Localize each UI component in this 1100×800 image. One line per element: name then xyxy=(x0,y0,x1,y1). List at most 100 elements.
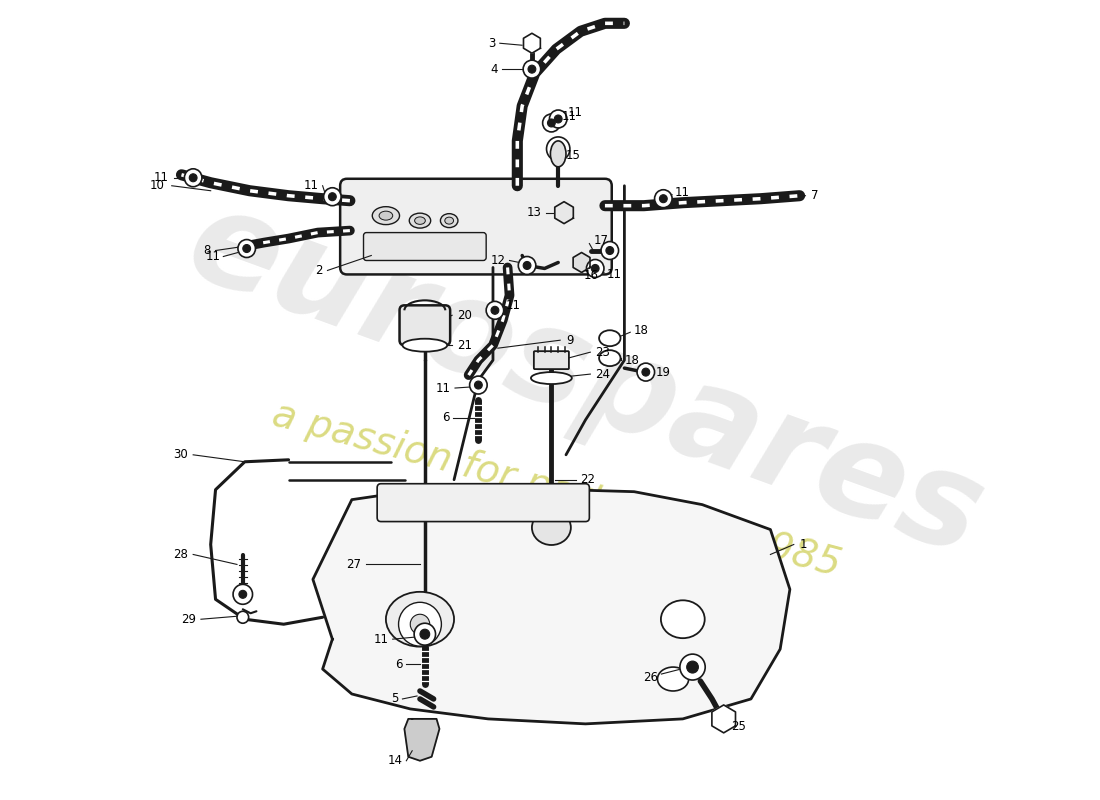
Polygon shape xyxy=(573,253,590,273)
Circle shape xyxy=(586,259,604,278)
Ellipse shape xyxy=(532,510,571,545)
Text: 15: 15 xyxy=(566,150,581,162)
Text: 29: 29 xyxy=(182,613,196,626)
Text: 5: 5 xyxy=(392,693,398,706)
Text: 6: 6 xyxy=(442,411,449,425)
Text: 9: 9 xyxy=(566,334,573,346)
Circle shape xyxy=(491,306,498,314)
Circle shape xyxy=(637,363,654,381)
Circle shape xyxy=(323,188,341,206)
Text: 20: 20 xyxy=(456,309,472,322)
FancyBboxPatch shape xyxy=(399,306,450,345)
Text: 11: 11 xyxy=(675,186,690,199)
Polygon shape xyxy=(554,202,573,224)
FancyBboxPatch shape xyxy=(377,484,590,522)
Text: 30: 30 xyxy=(174,448,188,462)
Text: 19: 19 xyxy=(656,366,671,378)
Circle shape xyxy=(642,368,650,376)
Circle shape xyxy=(239,590,246,598)
Circle shape xyxy=(329,193,337,201)
Polygon shape xyxy=(524,34,540,54)
Text: 11: 11 xyxy=(374,633,388,646)
Text: 3: 3 xyxy=(488,37,496,50)
Circle shape xyxy=(659,194,668,202)
Text: 4: 4 xyxy=(491,62,498,76)
Circle shape xyxy=(420,630,430,639)
Text: 18: 18 xyxy=(634,324,649,337)
Circle shape xyxy=(554,115,562,123)
Text: 14: 14 xyxy=(387,754,403,767)
Circle shape xyxy=(549,110,566,128)
Circle shape xyxy=(236,611,249,623)
Circle shape xyxy=(680,654,705,680)
Circle shape xyxy=(518,257,536,274)
Ellipse shape xyxy=(379,211,393,220)
Text: 2: 2 xyxy=(315,264,322,277)
Text: 10: 10 xyxy=(150,179,165,192)
Circle shape xyxy=(553,144,563,154)
Text: 16: 16 xyxy=(583,269,598,282)
Text: 23: 23 xyxy=(595,346,610,358)
Ellipse shape xyxy=(403,338,448,352)
Ellipse shape xyxy=(658,667,689,691)
Text: 11: 11 xyxy=(304,179,319,192)
Circle shape xyxy=(547,137,570,161)
Circle shape xyxy=(474,381,482,389)
Text: 26: 26 xyxy=(644,670,659,683)
Text: 6: 6 xyxy=(395,658,403,670)
Circle shape xyxy=(592,265,600,273)
Text: 21: 21 xyxy=(456,338,472,352)
Circle shape xyxy=(414,623,436,645)
Circle shape xyxy=(606,246,614,254)
Circle shape xyxy=(410,614,430,634)
FancyBboxPatch shape xyxy=(340,178,612,274)
Circle shape xyxy=(486,302,504,319)
Circle shape xyxy=(189,174,197,182)
Circle shape xyxy=(243,245,251,253)
Text: 12: 12 xyxy=(491,254,506,267)
Text: a passion for parts since 1985: a passion for parts since 1985 xyxy=(267,395,845,584)
Circle shape xyxy=(398,602,441,646)
Circle shape xyxy=(548,119,556,127)
Ellipse shape xyxy=(550,141,566,167)
Text: 11: 11 xyxy=(206,250,220,263)
Text: 7: 7 xyxy=(812,190,818,202)
Text: 11: 11 xyxy=(607,268,621,281)
Circle shape xyxy=(238,239,255,258)
Polygon shape xyxy=(405,719,439,761)
Ellipse shape xyxy=(600,350,620,366)
Ellipse shape xyxy=(415,217,426,224)
Circle shape xyxy=(654,190,672,208)
Ellipse shape xyxy=(372,206,399,225)
Ellipse shape xyxy=(444,217,453,224)
FancyBboxPatch shape xyxy=(363,233,486,261)
FancyBboxPatch shape xyxy=(534,351,569,369)
Ellipse shape xyxy=(531,372,572,384)
Text: 24: 24 xyxy=(595,367,610,381)
Text: 11: 11 xyxy=(568,106,583,119)
Text: eurospares: eurospares xyxy=(172,178,1000,582)
Text: 11: 11 xyxy=(154,171,168,184)
Ellipse shape xyxy=(440,214,458,228)
Circle shape xyxy=(528,65,536,73)
Ellipse shape xyxy=(661,600,705,638)
Text: 8: 8 xyxy=(204,244,211,257)
Circle shape xyxy=(233,584,253,604)
Text: 22: 22 xyxy=(581,474,595,486)
Ellipse shape xyxy=(600,330,620,346)
Circle shape xyxy=(686,661,698,673)
Circle shape xyxy=(524,60,541,78)
Polygon shape xyxy=(312,488,790,724)
Text: 11: 11 xyxy=(506,299,520,312)
Ellipse shape xyxy=(386,592,454,646)
Text: 27: 27 xyxy=(346,558,362,571)
Text: 28: 28 xyxy=(174,548,188,561)
Circle shape xyxy=(185,169,202,186)
Text: 25: 25 xyxy=(732,720,747,734)
Text: 13: 13 xyxy=(527,206,541,219)
Text: 11: 11 xyxy=(436,382,451,394)
Circle shape xyxy=(542,114,560,132)
Text: 11: 11 xyxy=(562,110,578,123)
Text: 18: 18 xyxy=(625,354,639,366)
Circle shape xyxy=(524,262,531,270)
